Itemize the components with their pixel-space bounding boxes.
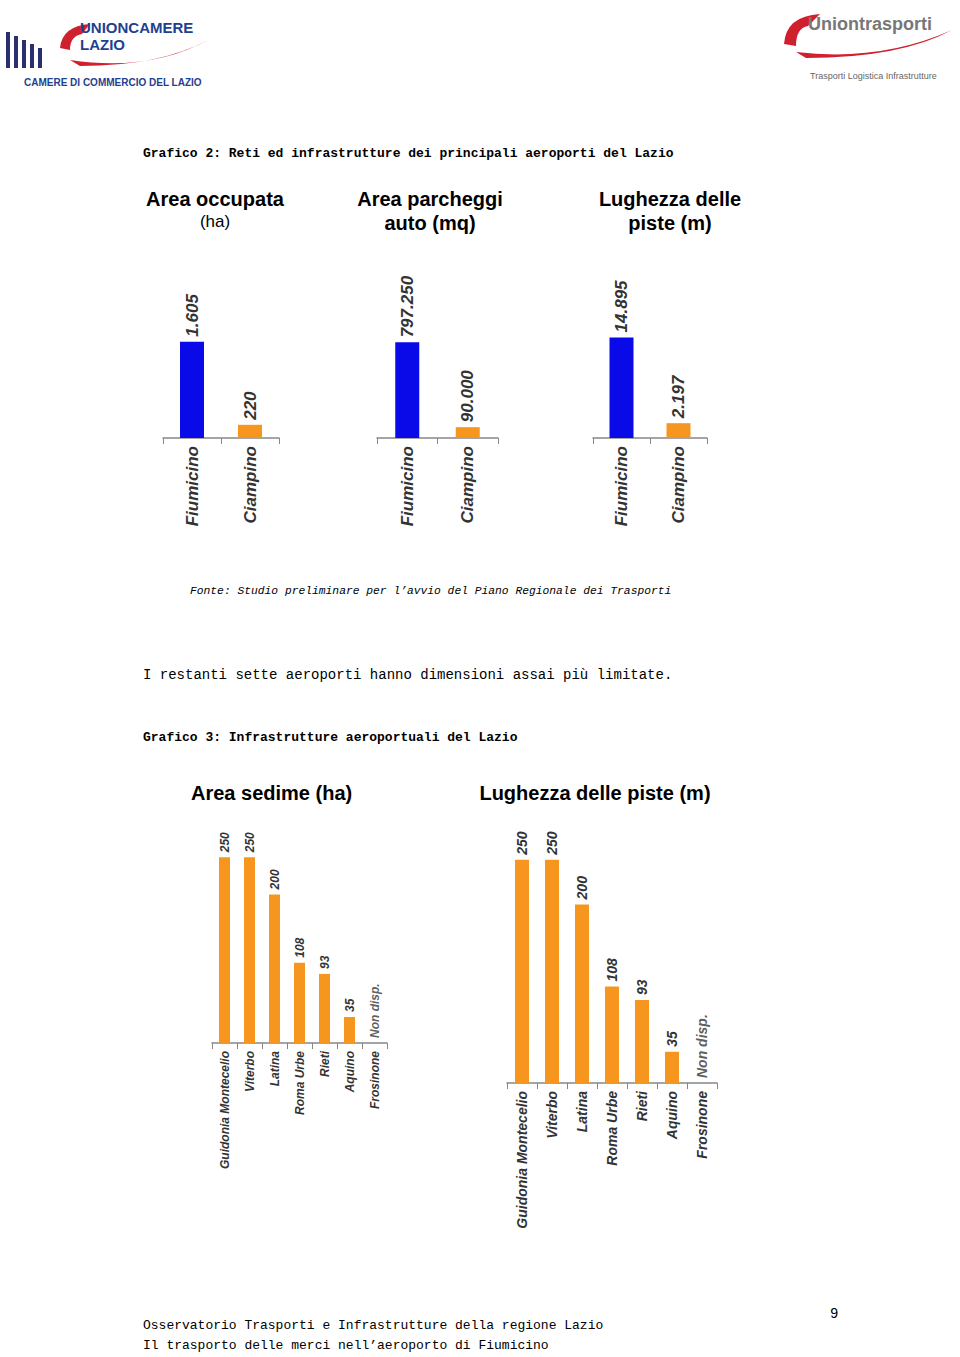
html-text:9: 9	[830, 1306, 839, 1322]
svg-text:Frosinone: Frosinone	[368, 1051, 382, 1109]
svg-text:250: 250	[514, 831, 530, 856]
svg-text:Non disp.: Non disp.	[368, 983, 382, 1038]
svg-text:Fiumicino: Fiumicino	[612, 446, 631, 526]
svg-text:2.197: 2.197	[669, 374, 688, 419]
svg-text:(ha): (ha)	[200, 212, 230, 231]
svg-text:piste (m): piste (m)	[628, 212, 711, 234]
html-text:Il trasporto delle merci nell’: Il trasporto delle merci nell’aeroporto …	[143, 1338, 549, 1353]
svg-text:Rieti: Rieti	[318, 1050, 332, 1077]
svg-text:Ciampino: Ciampino	[669, 446, 688, 523]
svg-text:Frosinone: Frosinone	[694, 1091, 710, 1159]
svg-text:1.605: 1.605	[183, 294, 202, 337]
svg-text:93: 93	[634, 979, 650, 995]
svg-text:Lughezza delle piste (m): Lughezza delle piste (m)	[479, 782, 710, 804]
html-text:Grafico 3: Infrastrutture aero: Grafico 3: Infrastrutture aeroportuali d…	[143, 730, 518, 745]
svg-text:90.000: 90.000	[458, 370, 477, 423]
svg-text:797.250: 797.250	[398, 275, 417, 337]
svg-text:220: 220	[241, 391, 260, 421]
svg-text:14.895: 14.895	[612, 280, 631, 333]
svg-text:200: 200	[574, 876, 590, 901]
svg-text:Fiumicino: Fiumicino	[398, 446, 417, 526]
svg-text:CAMERE DI COMMERCIO DEL LAZIO: CAMERE DI COMMERCIO DEL LAZIO	[24, 77, 202, 88]
svg-text:Non disp.: Non disp.	[694, 1014, 710, 1078]
svg-text:Lughezza delle: Lughezza delle	[599, 188, 741, 210]
svg-text:Ciampino: Ciampino	[458, 446, 477, 523]
svg-text:Guidonia Montecelio: Guidonia Montecelio	[514, 1091, 530, 1229]
svg-text:250: 250	[243, 832, 257, 853]
svg-text:250: 250	[218, 832, 232, 853]
svg-text:Rieti: Rieti	[634, 1090, 650, 1121]
svg-text:Area parcheggi: Area parcheggi	[357, 188, 503, 210]
svg-text:Area occupata: Area occupata	[146, 188, 285, 210]
svg-text:Fiumicino: Fiumicino	[183, 446, 202, 526]
svg-text:35: 35	[343, 998, 357, 1012]
html-text:Grafico 2: Reti ed infrastrutt: Grafico 2: Reti ed infrastrutture dei pr…	[143, 146, 674, 161]
svg-text:Uniontrasporti: Uniontrasporti	[808, 14, 932, 34]
html-text:Fonte: Studio preliminare per: Fonte: Studio preliminare per l’avvio de…	[190, 585, 672, 597]
svg-text:Latina: Latina	[268, 1051, 282, 1087]
svg-text:Ciampino: Ciampino	[241, 446, 260, 523]
svg-text:Aquino: Aquino	[664, 1091, 680, 1141]
svg-text:LAZIO: LAZIO	[80, 36, 125, 53]
svg-text:Viterbo: Viterbo	[544, 1091, 560, 1139]
svg-text:Latina: Latina	[574, 1091, 590, 1132]
svg-text:Trasporti Logistica Infrastrut: Trasporti Logistica Infrastrutture	[810, 71, 937, 81]
svg-text:200: 200	[268, 869, 282, 890]
svg-text:Roma Urbe: Roma Urbe	[293, 1051, 307, 1115]
svg-text:108: 108	[293, 937, 307, 957]
svg-text:108: 108	[604, 958, 620, 982]
svg-text:Guidonia Montecelio: Guidonia Montecelio	[218, 1051, 232, 1169]
svg-text:Aquino: Aquino	[343, 1051, 357, 1093]
svg-text:35: 35	[664, 1031, 680, 1047]
html-text:Osservatorio Trasporti e Infra: Osservatorio Trasporti e Infrastrutture …	[143, 1318, 604, 1333]
svg-text:UNIONCAMERE: UNIONCAMERE	[80, 19, 193, 36]
svg-text:250: 250	[544, 831, 560, 856]
svg-text:Viterbo: Viterbo	[243, 1051, 257, 1092]
html-text:I restanti sette aeroporti han: I restanti sette aeroporti hanno dimensi…	[143, 667, 673, 683]
svg-text:Area sedime (ha): Area sedime (ha)	[191, 782, 352, 804]
svg-text:93: 93	[318, 955, 332, 969]
svg-text:auto (mq): auto (mq)	[384, 212, 475, 234]
svg-text:Roma Urbe: Roma Urbe	[604, 1091, 620, 1166]
